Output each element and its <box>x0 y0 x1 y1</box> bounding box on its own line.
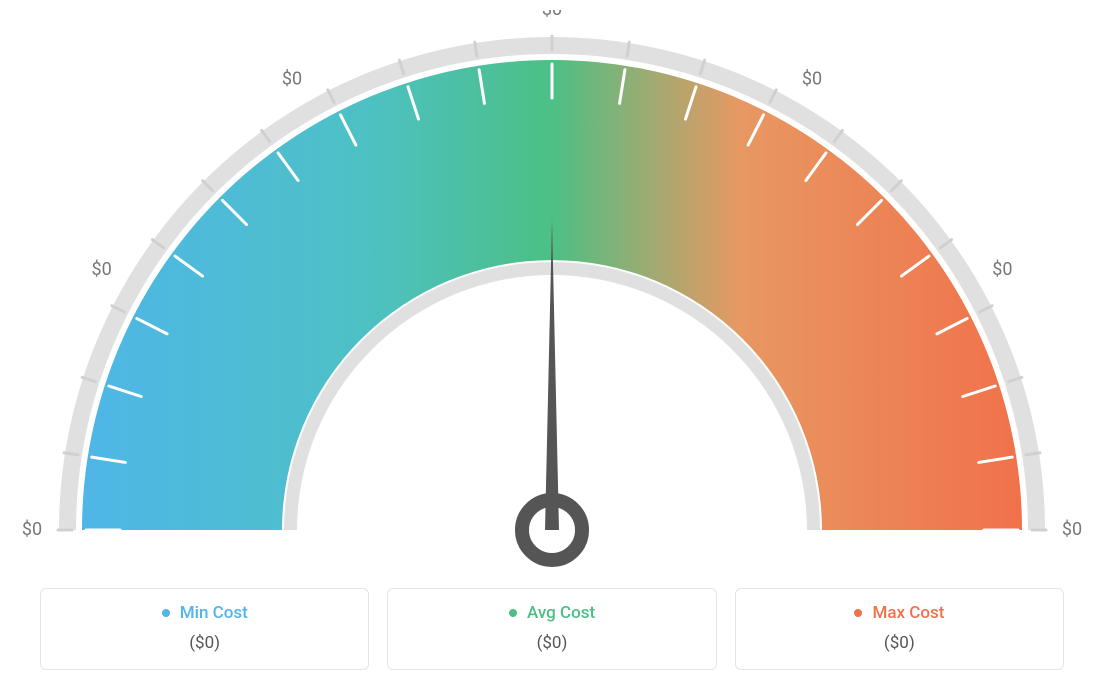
gauge-tick-label: $0 <box>992 259 1012 280</box>
legend-dot-avg <box>509 609 517 617</box>
legend-title-max: Max Cost <box>746 603 1053 623</box>
legend-dot-max <box>854 609 862 617</box>
gauge-tick-label: $0 <box>22 519 42 540</box>
cost-gauge-chart: $0 $0 $0 $0 $0 $0 $0 Min Cost ($0) Avg Cost ($… <box>0 0 1104 690</box>
legend-label-avg: Avg Cost <box>527 603 595 623</box>
gauge-svg: $0 $0 $0 $0 $0 $0 $0 <box>0 10 1104 570</box>
legend-card-avg: Avg Cost ($0) <box>387 588 716 670</box>
legend-row: Min Cost ($0) Avg Cost ($0) Max Cost ($0… <box>40 588 1064 670</box>
legend-value-avg: ($0) <box>398 633 705 653</box>
legend-card-max: Max Cost ($0) <box>735 588 1064 670</box>
legend-value-max: ($0) <box>746 633 1053 653</box>
legend-value-min: ($0) <box>51 633 358 653</box>
gauge-tick-label: $0 <box>1062 519 1082 540</box>
gauge-tick-label: $0 <box>92 259 112 280</box>
legend-title-avg: Avg Cost <box>398 603 705 623</box>
legend-dot-min <box>162 609 170 617</box>
legend-label-min: Min Cost <box>180 603 248 623</box>
gauge-area: $0 $0 $0 $0 $0 $0 $0 <box>0 10 1104 574</box>
gauge-tick-label: $0 <box>542 10 562 20</box>
legend-card-min: Min Cost ($0) <box>40 588 369 670</box>
gauge-tick-label: $0 <box>282 68 302 89</box>
legend-title-min: Min Cost <box>51 603 358 623</box>
gauge-tick-label: $0 <box>802 68 822 89</box>
legend-label-max: Max Cost <box>872 603 944 623</box>
